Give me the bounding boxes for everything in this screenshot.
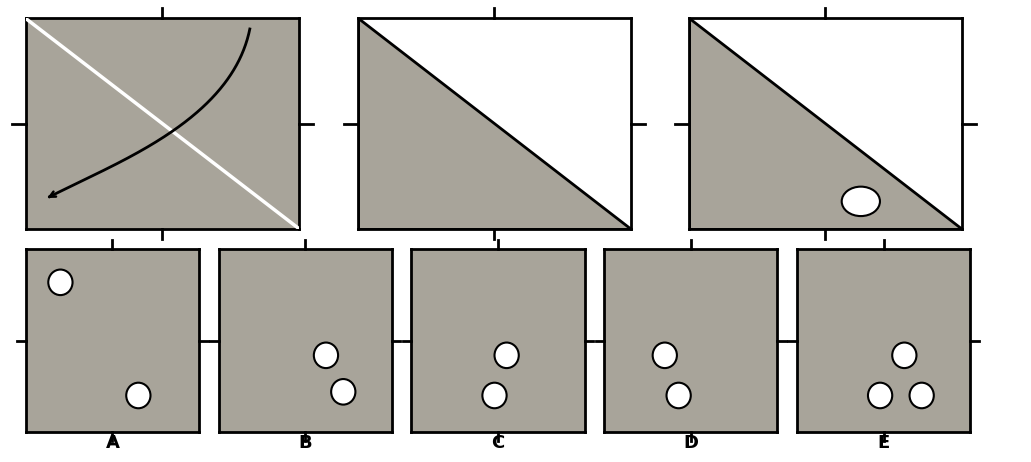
- Circle shape: [331, 379, 356, 405]
- Text: E: E: [877, 434, 890, 452]
- Circle shape: [909, 383, 934, 408]
- Circle shape: [483, 383, 506, 408]
- Text: A: A: [105, 434, 120, 452]
- Circle shape: [666, 383, 691, 408]
- Circle shape: [48, 269, 72, 295]
- Circle shape: [495, 342, 519, 368]
- Text: C: C: [492, 434, 504, 452]
- Circle shape: [892, 342, 917, 368]
- Text: D: D: [684, 434, 698, 452]
- Circle shape: [653, 342, 677, 368]
- Polygon shape: [689, 18, 962, 229]
- Circle shape: [841, 187, 880, 216]
- Circle shape: [126, 383, 151, 408]
- Circle shape: [868, 383, 892, 408]
- Polygon shape: [358, 18, 631, 229]
- Text: B: B: [298, 434, 312, 452]
- Circle shape: [313, 342, 338, 368]
